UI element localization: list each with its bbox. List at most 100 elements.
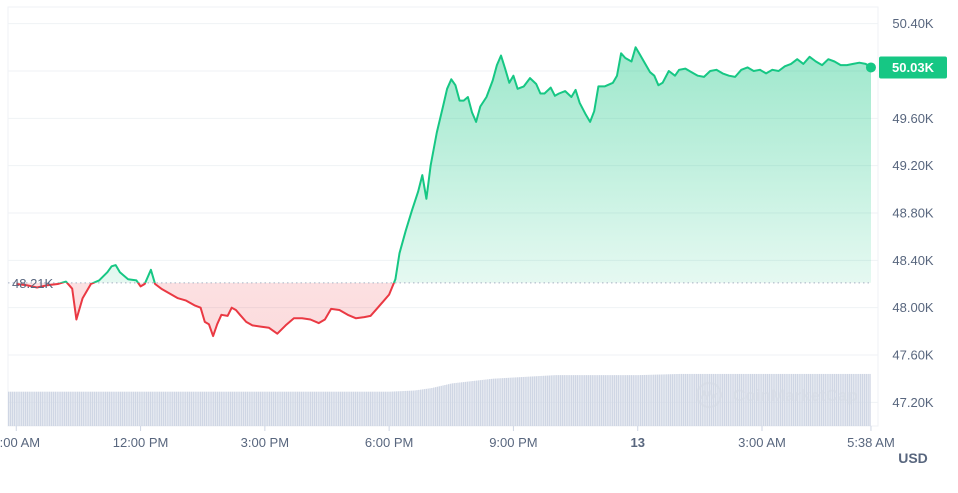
volume-bar: [37, 391, 40, 426]
volume-bar: [35, 391, 38, 426]
volume-bar: [708, 373, 711, 426]
volume-bar: [543, 375, 545, 426]
volume-bar: [520, 377, 523, 426]
volume-bar: [326, 391, 329, 426]
volume-bar: [345, 391, 347, 426]
volume-bar: [22, 391, 25, 426]
volume-bar: [580, 375, 582, 426]
volume-bar: [809, 373, 812, 426]
volume-bar: [276, 391, 278, 426]
volume-bar: [736, 373, 739, 426]
volume-bar: [244, 391, 247, 426]
volume-bar: [270, 391, 273, 426]
volume-bar: [410, 390, 413, 426]
volume-bar: [185, 391, 187, 426]
volume-bar: [751, 373, 754, 426]
volume-bar: [625, 375, 627, 426]
volume-bar: [382, 391, 385, 426]
volume-bar: [794, 373, 797, 426]
volume-bar: [710, 373, 713, 426]
open-price-label: 48.21K: [12, 276, 54, 291]
volume-bar: [378, 391, 381, 426]
volume-bar: [369, 391, 372, 426]
volume-bar: [192, 391, 194, 426]
x-tick-label: 12:00 PM: [113, 435, 169, 450]
volume-bar: [470, 381, 472, 426]
volume-bar: [177, 391, 180, 426]
volume-bar: [466, 381, 469, 426]
volume-bar: [412, 390, 414, 426]
volume-bar: [865, 373, 867, 426]
volume-bar: [86, 391, 88, 426]
volume-bar: [73, 391, 75, 426]
volume-bar: [427, 388, 429, 426]
volume-bar: [300, 391, 303, 426]
volume-bar: [688, 373, 690, 426]
volume-bar: [246, 391, 249, 426]
volume-bar: [295, 391, 297, 426]
volume-bar: [511, 377, 513, 426]
volume-bar: [43, 391, 45, 426]
volume-bar: [830, 373, 832, 426]
volume-bar: [235, 391, 237, 426]
volume-bar: [49, 391, 51, 426]
currency-label: USD: [898, 450, 928, 466]
volume-bar: [334, 391, 336, 426]
volume-bar: [259, 391, 262, 426]
x-axis: 9:00 AM 12:00 PM 3:00 PM 6:00 PM 9:00 PM 13 3:…: [0, 426, 895, 450]
volume-bar: [190, 391, 193, 426]
volume-bar: [746, 373, 748, 426]
volume-bar: [593, 375, 595, 426]
volume-bar: [406, 390, 409, 426]
volume-bar: [377, 391, 379, 426]
volume-bar: [451, 383, 454, 426]
volume-bar: [761, 373, 763, 426]
volume-bar: [308, 391, 310, 426]
volume-bar: [854, 373, 856, 426]
volume-bar: [168, 391, 170, 426]
volume-bar: [748, 373, 750, 426]
volume-bar: [733, 373, 735, 426]
volume-bar: [339, 391, 342, 426]
volume-bar: [852, 373, 854, 426]
volume-bar: [50, 391, 53, 426]
current-price-value: 50.03K: [892, 60, 935, 75]
volume-bar: [798, 373, 800, 426]
volume-bar: [164, 391, 166, 426]
volume-bar: [641, 374, 644, 426]
volume-bar: [200, 391, 202, 426]
volume-bar: [848, 373, 851, 426]
volume-bar: [490, 378, 493, 426]
volume-bar: [41, 391, 43, 426]
volume-bar: [330, 391, 332, 426]
volume-bar: [371, 391, 373, 426]
volume-bar: [375, 391, 377, 426]
volume-bar: [52, 391, 55, 426]
volume-bar: [832, 373, 834, 426]
volume-bar: [106, 391, 109, 426]
volume-bar: [289, 391, 291, 426]
volume-bar: [863, 373, 866, 426]
volume-bar: [479, 380, 482, 426]
volume-bar: [645, 374, 647, 426]
volume-bar: [556, 375, 558, 426]
volume-bar: [88, 391, 90, 426]
volume-bar: [690, 373, 692, 426]
volume-bar: [600, 375, 603, 426]
y-tick-label: 48.80K: [892, 206, 934, 221]
volume-bar: [662, 374, 664, 426]
volume-bar: [716, 373, 718, 426]
volume-bar: [242, 391, 245, 426]
volume-bar: [582, 375, 584, 426]
y-tick-label: 50.40K: [892, 16, 934, 31]
volume-bar: [738, 373, 741, 426]
volume-bar: [423, 389, 426, 426]
volume-bar: [509, 377, 511, 426]
volume-bar: [589, 375, 592, 426]
volume-bar: [364, 391, 366, 426]
volume-bar: [656, 374, 659, 426]
volume-bar: [149, 391, 152, 426]
volume-bar: [282, 391, 284, 426]
